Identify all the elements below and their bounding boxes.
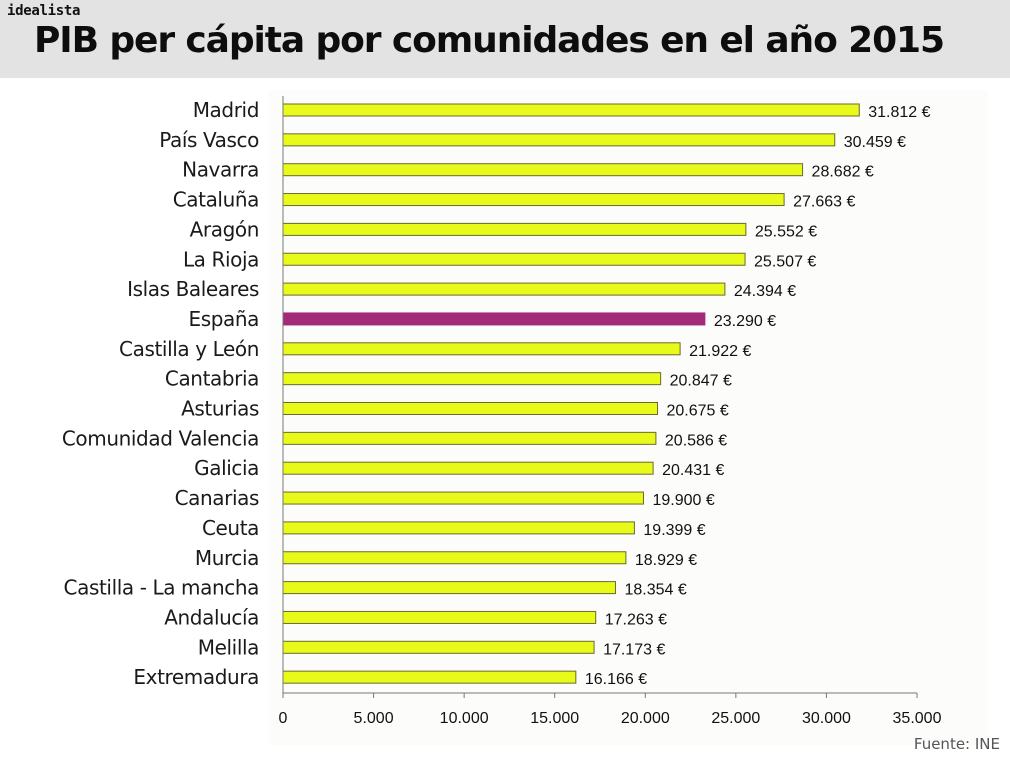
header-bar: idealista PIB per cápita por comunidades…: [0, 0, 1010, 78]
brand-logo[interactable]: idealista: [7, 3, 81, 19]
bar-navarra: [282, 163, 804, 177]
bar-asturias: [282, 402, 659, 415]
bar-la-rioja: [282, 252, 746, 266]
x-tick-label: 35.000: [893, 710, 942, 727]
bar-comunidad-valencia: [282, 431, 657, 445]
value-label-la-rioja: 25.507 €: [754, 253, 816, 270]
category-label-castilla-y-leon: Castilla y León: [119, 337, 259, 361]
value-label-navarra: 28.682 €: [812, 164, 874, 181]
bar-pais-vasco: [282, 133, 836, 147]
category-label-melilla: Melilla: [198, 635, 259, 659]
page-title: PIB per cápita por comunidades en el año…: [34, 20, 945, 61]
bar-extremadura: [282, 670, 577, 684]
bar-madrid: [282, 103, 860, 117]
value-label-pais-vasco: 30.459 €: [844, 134, 906, 151]
bar-aragon: [282, 222, 747, 236]
value-label-melilla: 17.173 €: [603, 641, 665, 658]
value-label-castilla-la-mancha: 18.354 €: [624, 582, 686, 599]
value-label-canarias: 19.900 €: [652, 492, 714, 509]
source-note: Fuente: INE: [913, 735, 1000, 753]
category-label-aragon: Aragón: [190, 217, 259, 241]
value-label-espana: 23.290 €: [714, 313, 776, 330]
bar-ceuta: [282, 521, 635, 535]
value-label-comunidad-valencia: 20.586 €: [665, 432, 727, 449]
value-label-ceuta: 19.399 €: [643, 522, 705, 539]
x-tick-label: 15.000: [530, 710, 579, 727]
x-tick-label: 10.000: [440, 710, 489, 727]
category-label-espana: España: [188, 307, 259, 331]
value-label-castilla-y-leon: 21.922 €: [689, 343, 751, 360]
category-label-navarra: Navarra: [182, 158, 259, 182]
category-label-canarias: Canarias: [175, 486, 259, 510]
value-label-islas-baleares: 24.394 €: [734, 283, 796, 300]
category-label-castilla-la-mancha: Castilla - La mancha: [64, 576, 259, 600]
x-tick-label: 30.000: [802, 710, 851, 727]
value-label-aragon: 25.552 €: [755, 223, 817, 240]
category-label-asturias: Asturias: [181, 397, 259, 421]
category-label-andalucia: Andalucía: [164, 605, 259, 629]
category-label-madrid: Madrid: [193, 98, 259, 122]
category-label-extremadura: Extremadura: [133, 665, 259, 689]
bar-canarias: [282, 491, 644, 505]
value-label-andalucia: 17.263 €: [605, 611, 667, 628]
value-label-murcia: 18.929 €: [635, 552, 697, 569]
bar-espana: [282, 312, 706, 326]
value-label-cataluna: 27.663 €: [793, 194, 855, 211]
bar-andalucia: [282, 610, 597, 624]
category-label-galicia: Galicia: [194, 456, 259, 480]
bar-melilla: [282, 640, 595, 654]
bar-castilla-y-leon: [282, 342, 681, 356]
x-tick-label: 5.000: [354, 710, 394, 727]
bar-cantabria: [282, 372, 662, 386]
bar-murcia: [282, 551, 627, 565]
value-label-madrid: 31.812 €: [868, 104, 930, 121]
category-label-la-rioja: La Rioja: [183, 247, 259, 271]
bar-galicia: [282, 461, 654, 475]
value-label-extremadura: 16.166 €: [585, 671, 647, 688]
category-label-murcia: Murcia: [195, 546, 259, 570]
value-label-galicia: 20.431 €: [662, 462, 724, 479]
bar-castilla-la-mancha: [282, 581, 616, 595]
category-label-comunidad-valencia: Comunidad Valencia: [62, 426, 259, 450]
bar-islas-baleares: [282, 282, 726, 296]
x-tick-label: 20.000: [621, 710, 670, 727]
value-label-asturias: 20.675 €: [667, 403, 729, 420]
category-label-cataluna: Cataluña: [173, 188, 259, 212]
category-label-cantabria: Cantabria: [165, 367, 259, 391]
x-tick-label: 25.000: [711, 710, 760, 727]
category-label-ceuta: Ceuta: [202, 516, 259, 540]
x-tick-label: 0: [279, 710, 288, 727]
value-label-cantabria: 20.847 €: [670, 373, 732, 390]
bar-cataluna: [282, 193, 785, 207]
category-label-pais-vasco: País Vasco: [159, 128, 259, 152]
category-label-islas-baleares: Islas Baleares: [127, 277, 259, 301]
